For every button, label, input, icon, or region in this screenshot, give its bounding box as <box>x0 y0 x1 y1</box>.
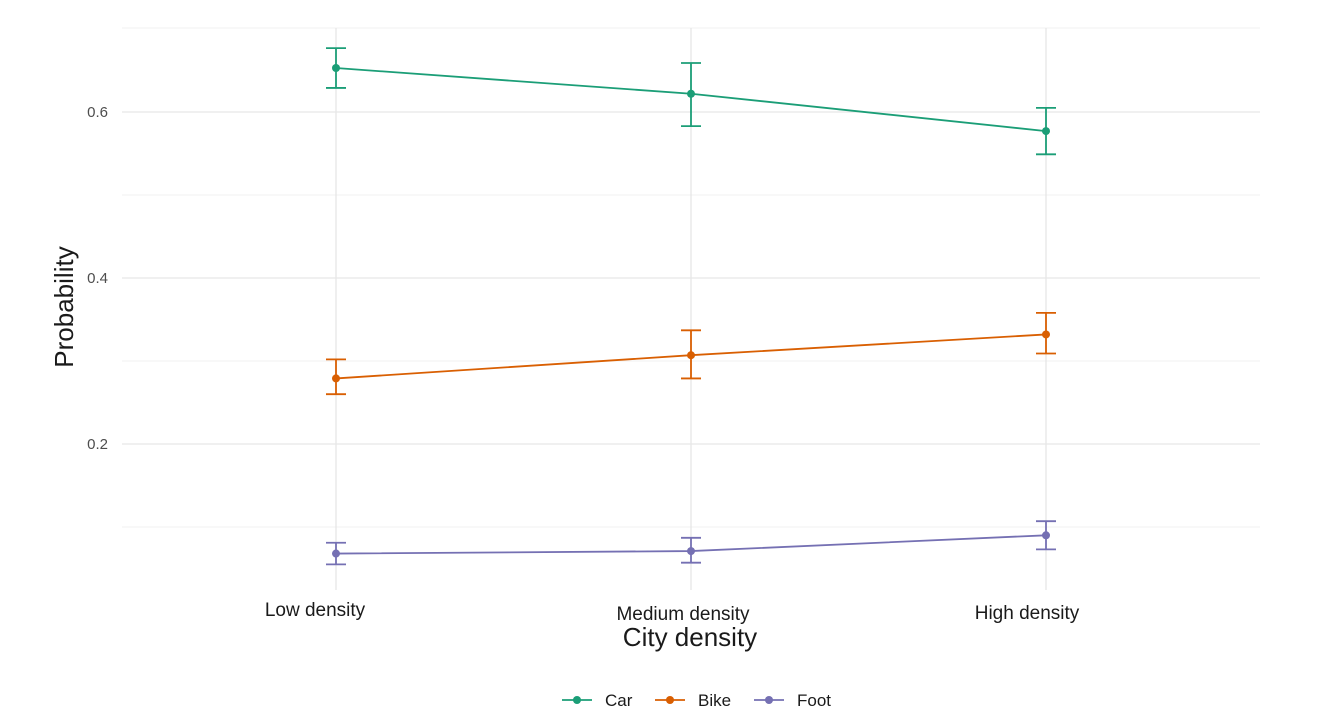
legend-item-car: Car <box>562 691 633 710</box>
y-axis-ticks: 0.2 0.4 0.6 <box>87 104 108 453</box>
legend-item-foot: Foot <box>754 691 831 710</box>
legend-label: Foot <box>797 691 831 710</box>
data-point <box>1042 531 1050 540</box>
grid <box>122 27 1260 590</box>
legend-label: Car <box>605 691 633 710</box>
y-tick-label: 0.4 <box>87 270 108 287</box>
y-axis-title: Probability <box>49 246 79 367</box>
data-point <box>332 549 340 558</box>
data-point <box>687 89 695 98</box>
data-point <box>1042 330 1050 339</box>
series-car <box>326 47 1056 156</box>
series-bike <box>326 311 1056 396</box>
legend: Car Bike Foot <box>562 691 831 710</box>
legend-item-bike: Bike <box>655 691 731 710</box>
x-axis-ticks: Low density Medium density High density <box>265 600 1080 625</box>
data-point <box>1042 127 1050 136</box>
legend-key-point <box>573 696 581 704</box>
data-point <box>687 351 695 360</box>
x-tick-label: High density <box>975 603 1080 624</box>
y-tick-label: 0.2 <box>87 436 108 453</box>
x-tick-label: Low density <box>265 600 366 621</box>
data-point <box>332 64 340 73</box>
legend-key-point <box>666 696 674 704</box>
series-layer <box>326 47 1056 566</box>
data-point <box>687 547 695 556</box>
x-axis-title: City density <box>623 622 757 652</box>
legend-key-point <box>765 696 773 704</box>
y-tick-label: 0.6 <box>87 104 108 121</box>
data-point <box>332 374 340 383</box>
series-foot <box>326 520 1056 566</box>
x-tick-label: Medium density <box>616 604 750 625</box>
legend-label: Bike <box>698 691 731 710</box>
